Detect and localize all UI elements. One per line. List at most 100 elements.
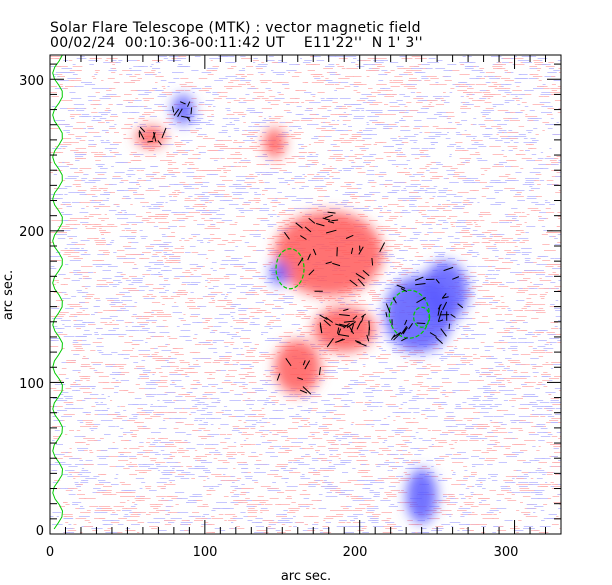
noise-pixel <box>234 264 246 265</box>
noise-pixel <box>152 288 162 289</box>
noise-pixel <box>351 62 356 63</box>
noise-pixel <box>384 72 389 73</box>
noise-pixel <box>267 224 277 225</box>
noise-pixel <box>494 76 502 77</box>
noise-pixel <box>439 246 443 247</box>
noise-pixel <box>337 394 349 395</box>
noise-pixel <box>272 236 284 237</box>
noise-pixel <box>156 260 163 261</box>
noise-pixel <box>248 360 257 361</box>
noise-pixel <box>139 404 148 405</box>
noise-pixel <box>436 128 446 129</box>
noise-pixel <box>73 104 85 105</box>
noise-pixel <box>55 400 68 401</box>
noise-pixel <box>202 394 213 395</box>
noise-pixel <box>339 82 349 83</box>
noise-pixel <box>60 146 68 147</box>
noise-pixel <box>92 196 98 197</box>
noise-pixel <box>59 394 64 395</box>
noise-pixel <box>94 154 106 155</box>
noise-pixel <box>171 382 175 383</box>
noise-pixel <box>500 84 509 85</box>
noise-pixel <box>146 338 151 339</box>
noise-pixel <box>550 322 558 323</box>
noise-pixel <box>377 226 383 227</box>
noise-pixel <box>399 228 409 229</box>
noise-pixel <box>371 186 376 187</box>
noise-pixel <box>105 108 110 109</box>
noise-pixel <box>369 166 375 167</box>
noise-pixel <box>500 240 509 241</box>
noise-pixel <box>74 172 84 173</box>
noise-pixel <box>229 118 240 119</box>
noise-pixel <box>466 224 473 225</box>
noise-pixel <box>405 186 418 187</box>
noise-pixel <box>294 324 301 325</box>
noise-pixel <box>449 242 461 243</box>
noise-pixel <box>289 130 292 131</box>
noise-pixel <box>236 322 248 323</box>
noise-pixel <box>472 242 480 243</box>
noise-pixel <box>174 386 184 387</box>
noise-pixel <box>213 330 218 331</box>
noise-pixel <box>54 406 57 407</box>
noise-pixel <box>88 272 91 273</box>
noise-pixel <box>399 250 405 251</box>
noise-pixel <box>139 230 143 231</box>
noise-pixel <box>91 76 95 77</box>
noise-pixel <box>72 66 83 67</box>
noise-pixel <box>108 128 116 129</box>
noise-pixel <box>101 394 105 395</box>
noise-pixel <box>283 142 289 143</box>
noise-pixel <box>489 94 501 95</box>
noise-pixel <box>479 68 485 69</box>
noise-pixel <box>179 182 186 183</box>
noise-pixel <box>150 274 163 275</box>
noise-pixel <box>276 74 284 75</box>
noise-pixel <box>81 286 85 287</box>
noise-pixel <box>191 234 201 235</box>
noise-pixel <box>383 184 393 185</box>
noise-pixel <box>329 176 334 177</box>
noise-pixel <box>233 162 238 163</box>
noise-pixel <box>77 190 87 191</box>
noise-pixel <box>166 392 176 393</box>
noise-pixel <box>472 256 478 257</box>
noise-pixel <box>552 268 561 269</box>
noise-pixel <box>501 138 512 139</box>
noise-pixel <box>234 382 246 383</box>
noise-pixel <box>503 156 507 157</box>
noise-pixel <box>276 62 288 63</box>
noise-pixel <box>402 200 407 201</box>
noise-pixel <box>64 186 72 187</box>
noise-pixel <box>397 280 402 281</box>
noise-pixel <box>403 240 407 241</box>
noise-pixel <box>373 144 377 145</box>
noise-pixel <box>250 322 255 323</box>
noise-pixel <box>517 238 529 239</box>
noise-pixel <box>163 278 169 279</box>
noise-pixel <box>61 228 74 229</box>
noise-pixel <box>190 292 194 293</box>
noise-pixel <box>500 296 504 297</box>
noise-pixel <box>207 250 215 251</box>
noise-pixel <box>278 226 283 227</box>
noise-pixel <box>99 200 109 201</box>
noise-pixel <box>465 296 476 297</box>
noise-pixel <box>95 92 100 93</box>
noise-pixel <box>533 284 543 285</box>
noise-pixel <box>252 60 259 61</box>
noise-pixel <box>195 188 199 189</box>
noise-pixel <box>426 164 432 165</box>
noise-pixel <box>66 360 76 361</box>
noise-pixel <box>158 72 161 73</box>
noise-pixel <box>174 248 185 249</box>
noise-pixel <box>280 178 285 179</box>
noise-pixel <box>417 112 428 113</box>
noise-pixel <box>66 206 72 207</box>
noise-pixel <box>533 88 544 89</box>
noise-pixel <box>244 242 250 243</box>
noise-pixel <box>201 90 207 91</box>
noise-pixel <box>183 408 191 409</box>
noise-pixel <box>153 348 158 349</box>
